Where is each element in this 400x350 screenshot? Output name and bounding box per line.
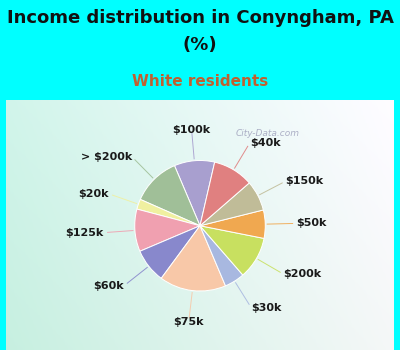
- Wedge shape: [200, 210, 265, 238]
- Text: $200k: $200k: [284, 269, 322, 279]
- Text: (%): (%): [183, 36, 217, 54]
- Wedge shape: [140, 166, 200, 226]
- Wedge shape: [140, 226, 200, 278]
- Text: City-Data.com: City-Data.com: [236, 130, 300, 139]
- Wedge shape: [161, 226, 226, 291]
- Text: > $200k: > $200k: [81, 152, 132, 162]
- Wedge shape: [137, 199, 200, 226]
- Text: Income distribution in Conyngham, PA: Income distribution in Conyngham, PA: [6, 9, 394, 27]
- Text: $75k: $75k: [174, 317, 204, 327]
- Text: $125k: $125k: [65, 228, 104, 238]
- Wedge shape: [200, 162, 249, 226]
- Wedge shape: [200, 226, 243, 286]
- Text: $100k: $100k: [172, 125, 211, 134]
- Text: $40k: $40k: [250, 138, 280, 148]
- Text: $60k: $60k: [94, 281, 124, 290]
- Wedge shape: [200, 226, 264, 275]
- Wedge shape: [135, 209, 200, 251]
- Text: $30k: $30k: [251, 303, 282, 313]
- Text: $20k: $20k: [78, 189, 109, 199]
- Wedge shape: [174, 161, 215, 226]
- Wedge shape: [200, 183, 263, 226]
- Text: White residents: White residents: [132, 74, 268, 89]
- Text: $50k: $50k: [296, 218, 327, 229]
- Text: $150k: $150k: [286, 176, 324, 186]
